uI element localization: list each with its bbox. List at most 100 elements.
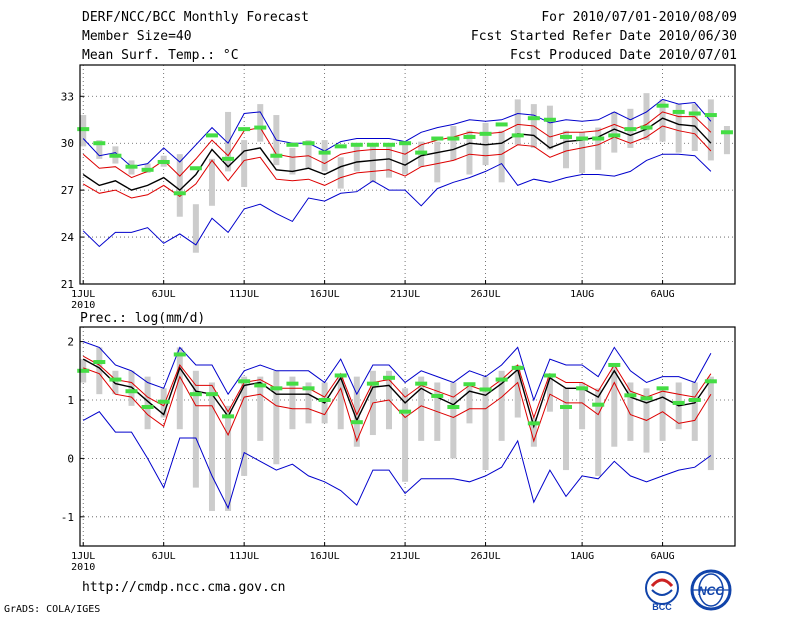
prec-range-bar [707,376,714,471]
prec-obs-mark [109,377,122,382]
prec-obs-mark [93,360,106,365]
temp-obs-mark [399,141,412,146]
temp-range-bar [595,127,602,170]
temp-obs-mark [527,116,540,121]
variable-label: Mean Surf. Temp.: °C [82,48,239,63]
prec-range-bar [353,376,360,447]
temp-range-bar [257,104,264,142]
prec-obs-mark [592,402,605,407]
prec-range-bar [241,376,248,476]
grads-credit: GrADS: COLA/IGES [4,604,101,615]
temp-obs-mark [189,166,202,171]
temp-obs-mark [447,136,460,141]
prec-range-bar [691,382,698,441]
temp-obs-mark [672,109,685,114]
temp-obs-mark [270,153,283,158]
prec-range-bar [128,370,135,406]
ncc-logo-text: NCC [698,584,724,598]
prec-ytick-label: 2 [67,336,74,349]
temp-obs-mark [640,125,653,130]
temp-xtick-label: 11JUL [229,289,259,300]
prec-obs-mark [173,352,186,357]
prec-range-bar [402,388,409,482]
prec-range-bar [466,382,473,424]
temp-range-bar [643,93,650,141]
temp-obs-mark [157,159,170,164]
temp-xtick-label: 26JUL [470,289,500,300]
temp-obs-mark [334,144,347,149]
temp-obs-mark [511,133,524,138]
temp-range-bar [289,147,296,175]
temp-xtick-label: 16JUL [310,289,340,300]
prec-range-bar [514,364,521,418]
temp-ytick-label: 21 [61,278,74,291]
prec-obs-mark [399,409,412,414]
prec-obs-mark [688,398,701,402]
fcst-produced-date: Fcst Produced Date 2010/07/01 [510,48,737,63]
prec-xtick-label: 6AUG [651,551,675,562]
temp-ytick-label: 27 [61,184,74,197]
temp-obs-mark [592,136,605,141]
member-size: Member Size=40 [82,29,192,44]
prec-obs-mark [318,398,331,402]
prec-mean-line [82,358,712,429]
prec-range-bar [112,370,119,395]
temp-range-bar [707,99,714,161]
prec-obs-mark [527,421,540,426]
temp-obs-mark [656,103,669,108]
prec-obs-mark [238,379,251,384]
temp-obs-mark [318,150,331,155]
prec-range-bar [289,376,296,430]
prec-xtick-label: 21JUL [390,551,420,562]
prec-panel-title: Prec.: log(mm/d) [80,311,205,326]
prec-range-bar [659,388,666,441]
temp-range-bar [691,104,698,152]
prec-obs-mark [205,392,218,397]
temp-mean-line [82,117,712,192]
temp-xtick-label: 1JUL [71,289,95,300]
temp-range-bar [369,146,376,183]
temp-obs-mark [576,136,589,141]
fcst-started-date: Fcst Started Refer Date 2010/06/30 [470,29,737,44]
temp-obs-mark [415,150,428,155]
temp-obs-mark [222,156,235,161]
prec-range-bar [498,370,505,441]
temp-xtick-label: 1AUG [570,289,594,300]
temp-min-line [82,153,712,248]
temp-range-bar [514,99,521,145]
prec-range-bar [482,376,489,471]
prec-obs-mark [560,405,573,410]
temp-range-bar [241,140,248,188]
temp-obs-mark [431,136,444,141]
prec-obs-mark [77,368,90,373]
temp-obs-mark [382,142,395,147]
prec-xtick-label: 26JUL [470,551,500,562]
prec-range-bar [144,376,151,430]
prec-range-bar [563,388,570,471]
prec-obs-mark [640,396,653,401]
temp-ytick-label: 24 [61,231,75,244]
temp-obs-mark [479,131,492,136]
prec-obs-mark [125,389,138,394]
prec-obs-mark [463,382,476,387]
temp-obs-mark [350,142,363,147]
prec-obs-mark [431,393,444,398]
temp-plot-frame [79,64,736,285]
temp-obs-mark [93,141,106,146]
temp-range-bar [611,111,618,153]
source-url[interactable]: http://cmdp.ncc.cma.gov.cn [82,580,286,595]
prec-range-bar [96,347,103,395]
prec-obs-mark [286,381,299,386]
temp-obs-mark [238,127,251,132]
prec-xtick-label: 1JUL [71,551,95,562]
temp-obs-mark [254,125,267,130]
temp-range-bar [305,140,312,169]
temp-range-bar [176,154,183,217]
temp-obs-mark [302,141,315,146]
temp-range-bar [337,157,344,189]
prec-obs-mark [350,420,363,425]
prec-obs-mark [254,383,267,388]
bcc-logo-text: BCC [652,602,672,612]
prec-obs-mark [366,381,379,386]
